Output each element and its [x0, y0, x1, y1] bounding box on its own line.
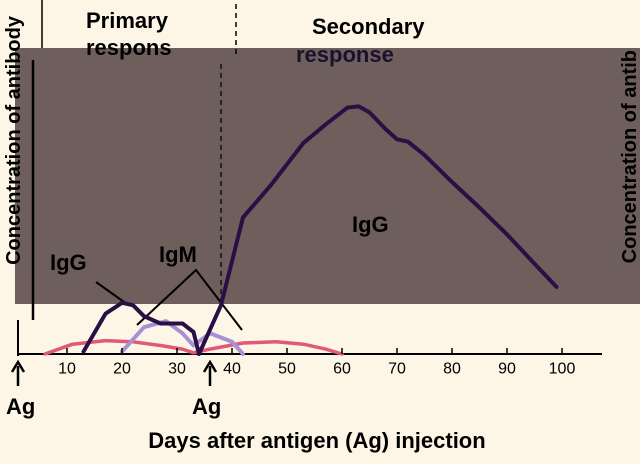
y-axis-label: Concentration of antibody — [3, 15, 25, 265]
x-tick-label: 60 — [333, 360, 351, 377]
secondary-label-line2: response — [296, 42, 394, 67]
x-axis-label: Days after antigen (Ag) injection — [148, 428, 485, 453]
secondary-label-line1: Secondary — [312, 14, 425, 39]
igg-primary-label: IgG — [50, 250, 87, 275]
igg-secondary-label: IgG — [352, 212, 389, 237]
x-tick-label: 50 — [278, 360, 296, 377]
x-tick-label: 40 — [223, 360, 241, 377]
series-line-2 — [43, 338, 344, 356]
x-tick-label: 20 — [113, 360, 131, 377]
plot-area — [15, 48, 640, 304]
igm-label: IgM — [159, 242, 197, 267]
y-axis-label-right: Concentration of antib — [619, 50, 640, 263]
series-line-0 — [81, 104, 559, 356]
antigen-arrow-head — [202, 359, 218, 373]
primary-label-line1: Primary — [86, 8, 169, 33]
x-tick-label: 70 — [388, 360, 406, 377]
series-line-1 — [120, 319, 245, 356]
igm-pointer — [136, 268, 243, 331]
primary-label-line2: respons — [86, 35, 172, 60]
antigen-markers: Ag Ag — [6, 359, 221, 419]
igg-primary-pointer — [95, 281, 125, 303]
x-tick-label: 100 — [549, 360, 576, 377]
antigen-arrow-head — [10, 359, 26, 373]
antigen-label: Ag — [192, 394, 221, 419]
x-tick-label: 10 — [58, 360, 76, 377]
x-tick-layer: 10 20 30 40 50 60 70 80 90 100 — [58, 348, 575, 377]
x-tick-label: 80 — [443, 360, 461, 377]
x-tick-label: 90 — [498, 360, 516, 377]
series-layer — [43, 104, 559, 356]
x-tick-label: 30 — [168, 360, 186, 377]
antigen-label: Ag — [6, 394, 35, 419]
